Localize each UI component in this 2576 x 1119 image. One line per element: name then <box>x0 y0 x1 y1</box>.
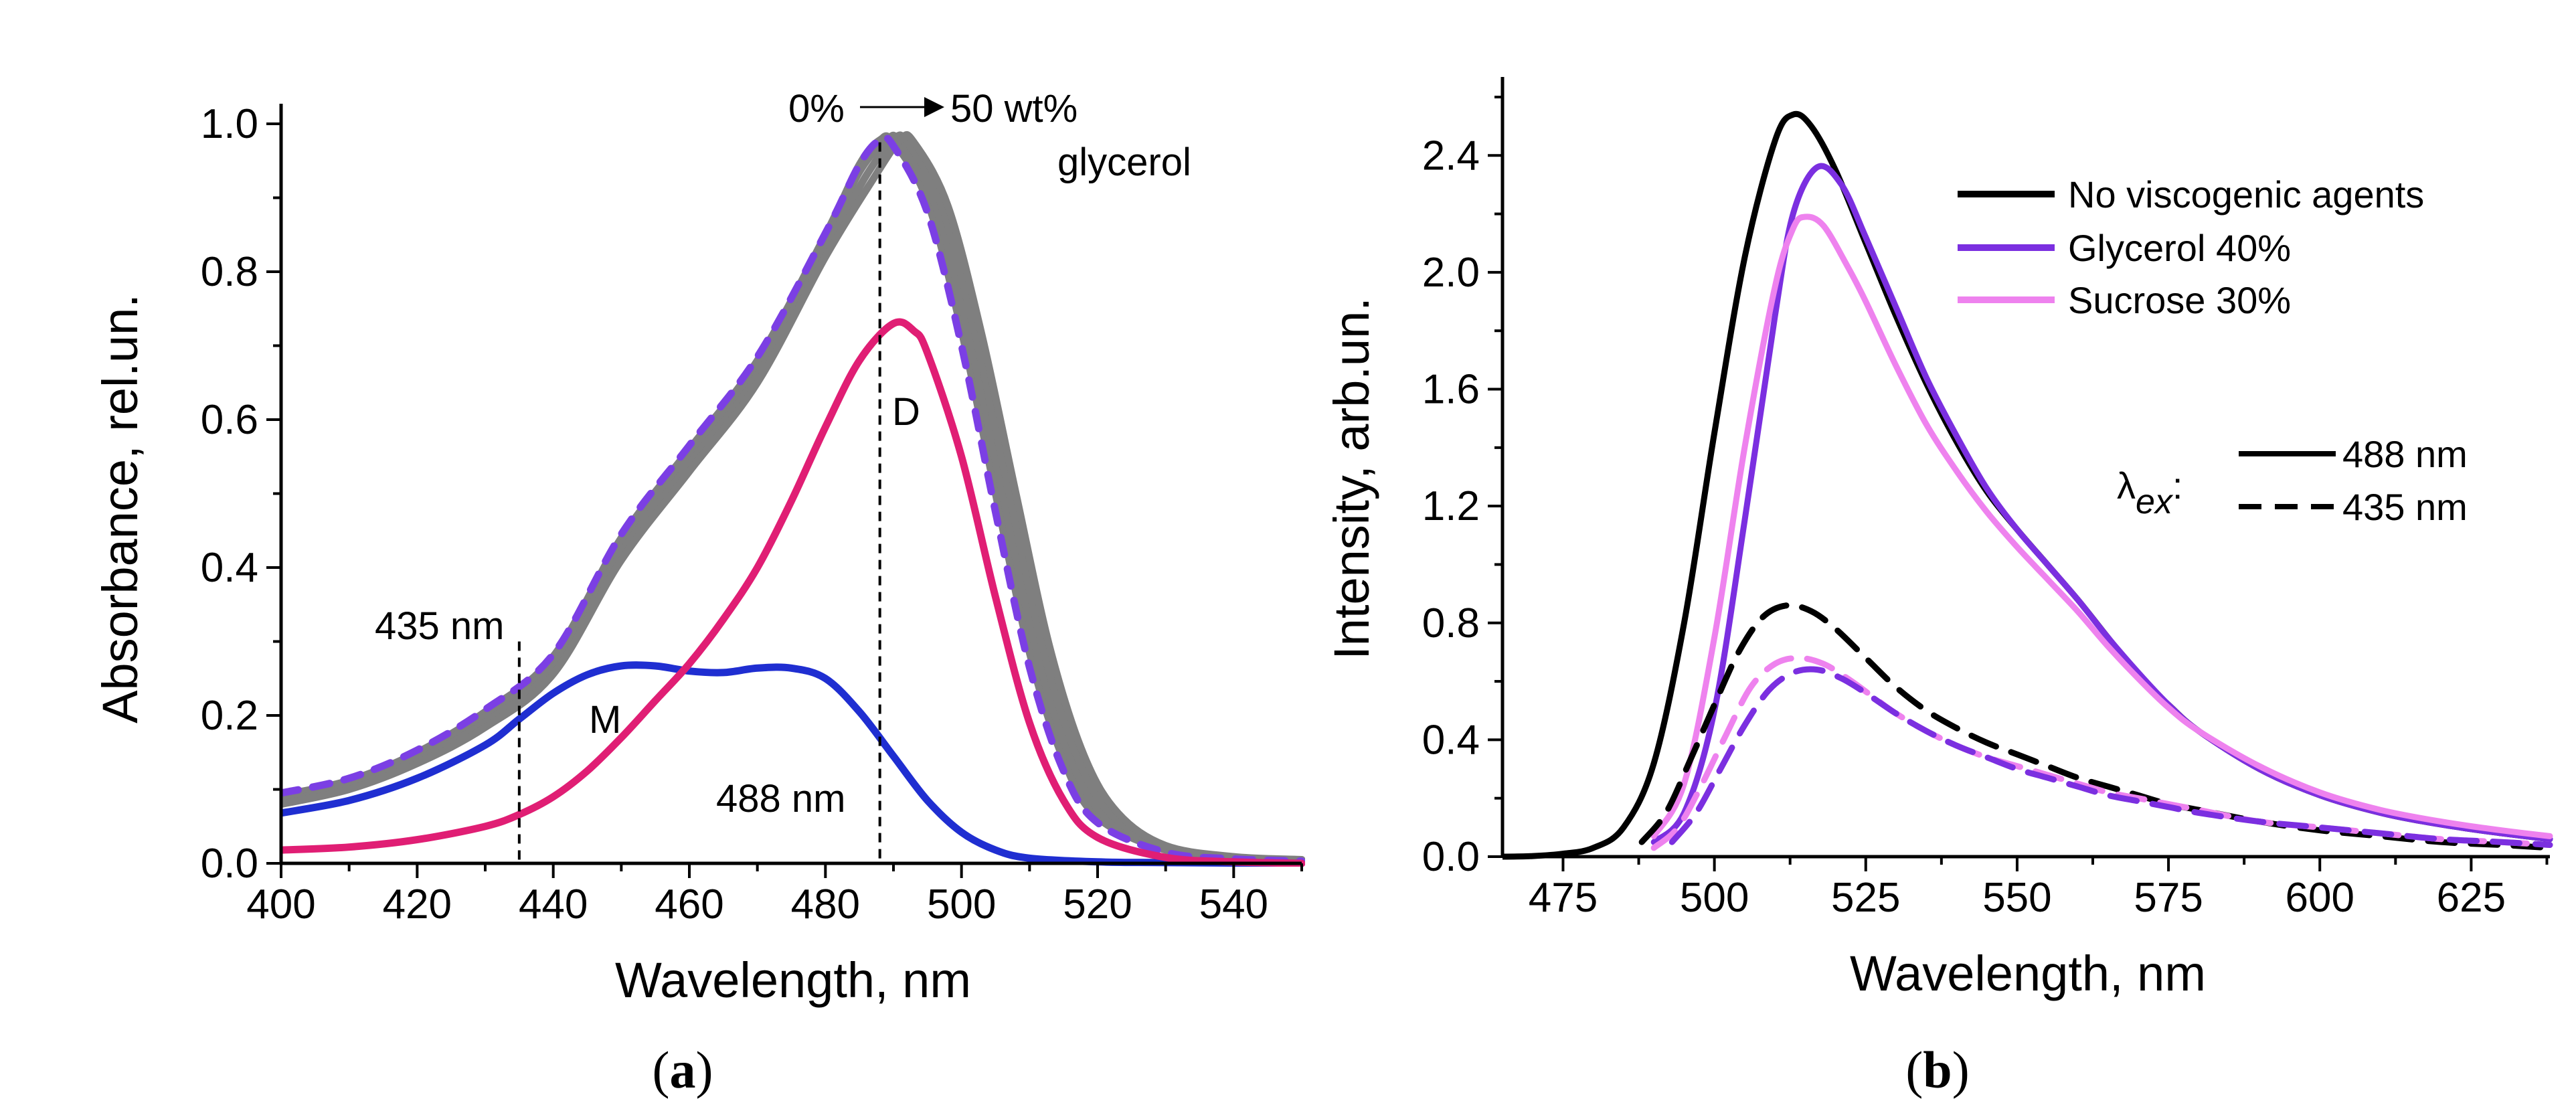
chart-b-ylabel: Intensity, arb.un. <box>1324 297 1379 660</box>
annotation-concentration-to: 50 wt% <box>950 87 1078 131</box>
chart-b-x-tick-label: 525 <box>1831 875 1900 921</box>
excitation-symbol: λex: <box>2117 464 2182 521</box>
chart-a-series-m <box>281 661 1305 867</box>
chart-b-legend: No viscogenic agents Glycerol 40% Sucros… <box>1958 173 2468 528</box>
chart-b-y-tick-label: 2.0 <box>1422 250 1480 296</box>
chart-b-y-tick-label: 0.8 <box>1422 600 1480 647</box>
chart-a-x-tick-label: 520 <box>1063 881 1132 928</box>
annotation-label-D: D <box>892 390 920 434</box>
chart-b-series-sucrose-30-488-nm <box>1650 213 2553 839</box>
chart-a-series-glycerol-dashed <box>281 133 1305 865</box>
chart-b-y-tick-label: 0.4 <box>1422 717 1480 763</box>
annotation-concentration-from: 0% <box>788 87 845 131</box>
chart-a-y-tick-label: 0.4 <box>201 545 258 591</box>
legend-label-glycerol: Glycerol 40% <box>2068 227 2291 269</box>
chart-a-x-tick-label: 460 <box>655 881 723 928</box>
chart-b-curves <box>1502 110 2553 860</box>
chart-b-y-tick-label: 1.2 <box>1422 483 1480 529</box>
chart-a-curves <box>281 131 1305 867</box>
chart-a-y-tick-label: 1.0 <box>201 101 258 147</box>
chart-b-x-tick-label: 500 <box>1680 875 1749 921</box>
chart-b-y-tick-label: 0.0 <box>1422 834 1480 880</box>
chart-b-series-no-viscogenic-agents-435-nm <box>1638 602 2553 851</box>
chart-a-x-tick-label: 440 <box>519 881 588 928</box>
annotation-label-M: M <box>589 698 621 742</box>
chart-b-x-tick-label: 575 <box>2134 875 2203 921</box>
chart-a: 400 420 440 460 480 500 520 540 0.0 0.2 0.4 0.6 0.8 1… <box>92 87 1305 1099</box>
chart-b-series-glycerol-40-435-nm <box>1668 666 2553 848</box>
chart-a-xlabel: Wavelength, nm <box>615 952 971 1008</box>
chart-a-reference-lines <box>517 142 881 863</box>
chart-a-y-tick-label: 0.2 <box>201 693 258 739</box>
panel-label-b: (b) <box>1905 1041 1969 1099</box>
chart-a-series-d <box>281 318 1305 867</box>
chart-b-y-tick-label: 2.4 <box>1422 133 1480 179</box>
chart-a-axes <box>279 104 1302 865</box>
chart-a-x-tick-label: 400 <box>246 881 315 928</box>
chart-b-xlabel: Wavelength, nm <box>1850 946 2206 1001</box>
chart-a-ticks: 400 420 440 460 480 500 520 540 0.0 0.2 0.4 0.6 0.8 1… <box>201 101 1303 928</box>
chart-b-ticks: 475 500 525 550 575 600 625 0.0 0.4 0.8 1.2 1.6 2.0 2… <box>1422 96 2549 921</box>
chart-b-x-tick-label: 475 <box>1529 875 1598 921</box>
legend-label-435nm: 435 nm <box>2342 486 2468 528</box>
annotation-488nm: 488 nm <box>716 777 845 821</box>
chart-a-y-tick-label: 0.8 <box>201 249 258 295</box>
chart-a-series-gray-4 <box>281 131 1305 863</box>
chart-a-y-tick-label: 0.6 <box>201 397 258 443</box>
chart-a-x-tick-label: 540 <box>1199 881 1268 928</box>
annotation-435nm: 435 nm <box>375 604 504 648</box>
chart-b-x-tick-label: 600 <box>2286 875 2354 921</box>
panel-label-a: (a) <box>653 1041 713 1099</box>
legend-label-488nm: 488 nm <box>2342 433 2468 475</box>
annotation-agent: glycerol <box>1057 141 1191 184</box>
legend-label-no-agents: No viscogenic agents <box>2068 173 2424 216</box>
chart-b-x-tick-label: 550 <box>1982 875 2051 921</box>
chart-b-y-tick-label: 1.6 <box>1422 367 1480 413</box>
chart-a-x-tick-label: 420 <box>383 881 452 928</box>
chart-a-x-tick-label: 480 <box>791 881 860 928</box>
chart-b-x-tick-label: 625 <box>2437 875 2506 921</box>
chart-b: 475 500 525 550 575 600 625 0.0 0.4 0.8 1.2 1.6 2.0 2… <box>1324 77 2553 1099</box>
legend-label-sucrose: Sucrose 30% <box>2068 279 2291 321</box>
chart-a-x-tick-label: 500 <box>927 881 996 928</box>
chart-a-ylabel: Absorbance, rel.un. <box>92 294 148 723</box>
chart-b-axes <box>1500 77 2550 859</box>
chart-a-y-tick-label: 0.0 <box>201 841 258 887</box>
